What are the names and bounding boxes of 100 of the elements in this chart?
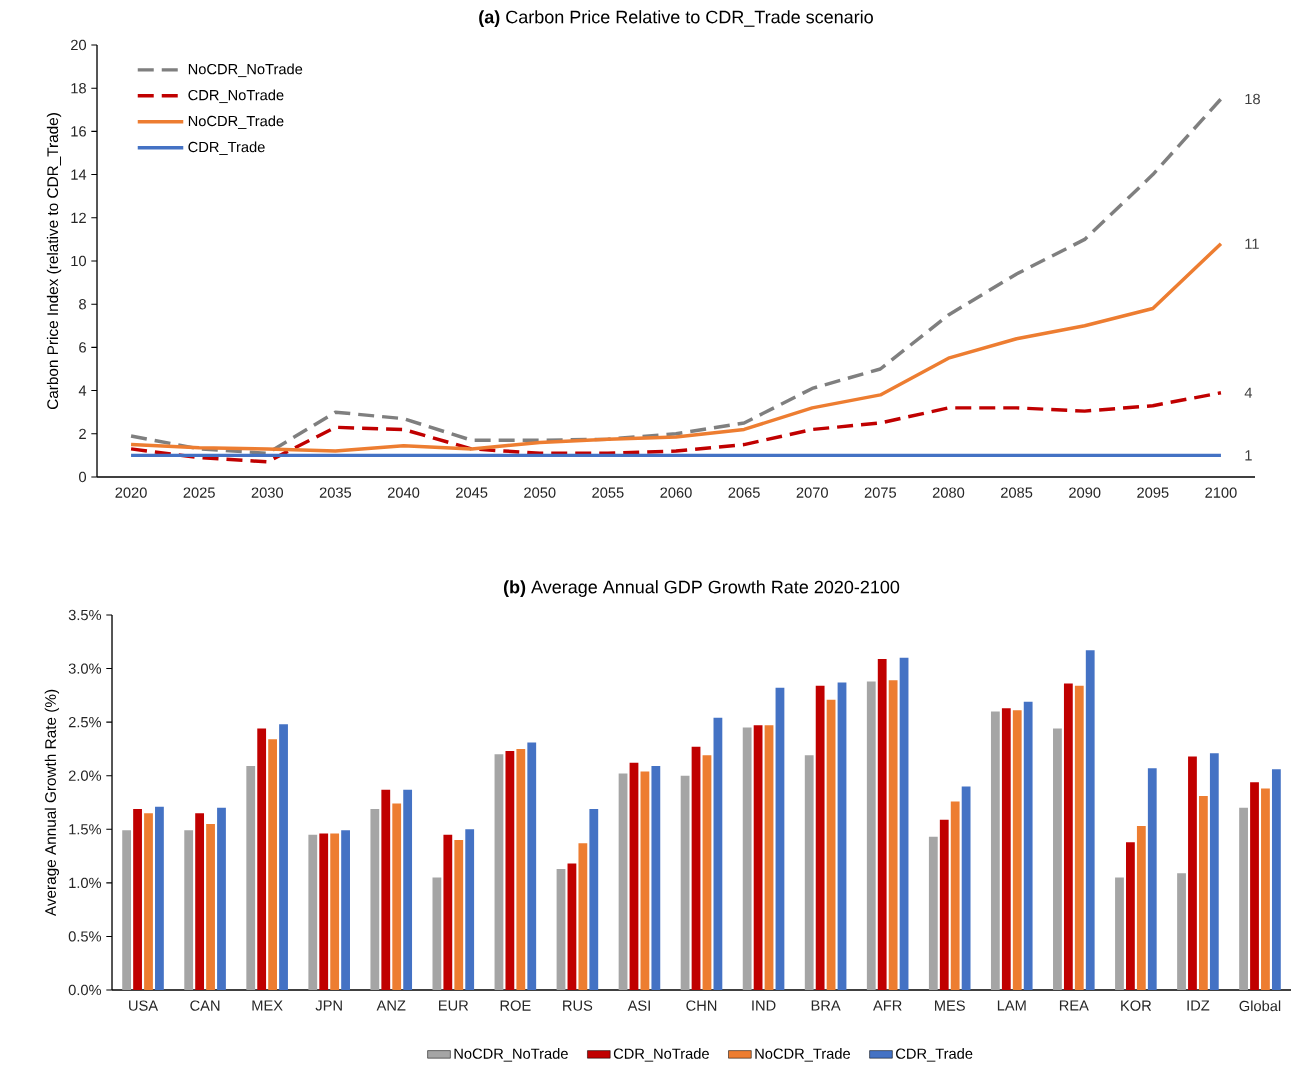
x-tick-label: ROE	[500, 1000, 531, 1011]
bar	[618, 773, 628, 990]
bar	[1001, 708, 1011, 990]
x-tick-label: BRA	[811, 1000, 841, 1011]
x-tick-label: 2045	[456, 487, 488, 498]
legend-label: CDR_NoTrade	[613, 1048, 709, 1062]
bar	[268, 739, 277, 990]
bar	[837, 682, 847, 990]
y-tick-label: 1.0%	[69, 877, 102, 889]
y-tick-label: 3.0%	[68, 663, 102, 674]
bar	[1085, 650, 1095, 990]
bar	[950, 801, 960, 990]
x-tick-label: RUS	[563, 1000, 593, 1011]
bar	[330, 833, 340, 990]
y-tick-label: 6	[79, 342, 86, 353]
bar	[589, 808, 599, 990]
bar	[556, 868, 566, 990]
x-tick-label: REA	[1059, 1000, 1089, 1011]
bar	[578, 843, 588, 990]
chart-title: (a) Carbon Price Relative to CDR_Trade scenario	[479, 10, 873, 27]
legend-label: NoCDR_NoTrade	[454, 1048, 568, 1062]
x-tick-label: KOR	[1121, 1000, 1152, 1011]
bar	[1188, 756, 1197, 990]
bar	[494, 754, 504, 990]
bar	[691, 746, 701, 990]
x-tick-label: CAN	[190, 1000, 220, 1011]
bar	[516, 748, 526, 990]
x-tick-label: ASI	[627, 1000, 650, 1011]
x-tick-label: 2050	[524, 487, 556, 498]
y-tick-label: 10	[71, 255, 87, 267]
bar	[899, 657, 909, 990]
bar	[505, 751, 515, 990]
bar	[454, 839, 464, 990]
y-axis-title: Carbon Price Index (relative to CDR_Trade)	[46, 113, 62, 410]
data-label: 18	[1245, 93, 1260, 105]
x-tick-label: USA	[129, 1000, 159, 1011]
bar	[629, 762, 639, 990]
bar	[1012, 710, 1022, 990]
legend-label: CDR_Trade	[896, 1048, 973, 1062]
x-tick-label: 2080	[932, 487, 965, 498]
y-tick-label: 14	[71, 169, 87, 180]
bar	[1198, 796, 1208, 990]
bar	[206, 823, 215, 990]
x-tick-label: 2035	[319, 487, 352, 498]
data-label: 11	[1245, 238, 1259, 249]
x-tick-label: 2090	[1069, 487, 1101, 498]
x-tick-label: Global	[1239, 1000, 1281, 1012]
bar	[432, 877, 442, 990]
bar	[1177, 873, 1186, 990]
x-tick-label: MEX	[252, 1000, 283, 1011]
bar	[319, 833, 329, 990]
bar	[1126, 842, 1135, 990]
bar	[1239, 807, 1248, 990]
y-tick-label: 3.5%	[68, 609, 102, 621]
bar	[195, 813, 205, 990]
line-series	[129, 391, 1223, 464]
x-tick-label: CHN	[686, 1000, 717, 1011]
bar	[928, 836, 938, 990]
y-tick-label: 2	[79, 428, 86, 439]
x-tick-label: 2070	[796, 487, 828, 498]
bar	[702, 755, 712, 990]
bar	[990, 711, 1000, 990]
x-tick-label: 2060	[660, 487, 692, 498]
bar	[381, 789, 391, 990]
bar	[279, 724, 288, 990]
bar	[567, 863, 577, 990]
bar	[370, 808, 380, 990]
bar	[775, 687, 785, 990]
y-tick-label: 2.5%	[68, 716, 102, 728]
bar	[1147, 768, 1157, 990]
bar	[257, 728, 267, 990]
y-tick-label: 20	[71, 39, 87, 51]
bar	[1023, 701, 1033, 990]
bar	[443, 834, 453, 990]
y-tick-label: 16	[71, 126, 86, 137]
bar	[392, 803, 402, 990]
bar	[939, 819, 949, 990]
x-tick-label: 2040	[387, 487, 420, 498]
bar	[341, 830, 350, 990]
x-tick-label: ANZ	[376, 1000, 406, 1011]
x-tick-label: 2095	[1137, 487, 1169, 498]
y-tick-label: 4	[78, 385, 87, 396]
chart-title: (b) Average Annual GDP Growth Rate 2020-2100	[503, 580, 900, 597]
x-tick-label: 2085	[1001, 487, 1033, 498]
bar	[753, 725, 763, 990]
bar	[713, 717, 723, 990]
line-series	[129, 241, 1223, 453]
bar	[122, 830, 132, 990]
legend-label: NoCDR_Trade	[188, 115, 284, 129]
bar	[1063, 683, 1073, 990]
bar	[217, 807, 226, 990]
bar	[308, 834, 318, 990]
bar	[1209, 753, 1219, 990]
bar	[764, 725, 774, 990]
x-tick-label: 2100	[1205, 487, 1237, 498]
y-tick-label: 0.5%	[68, 931, 102, 942]
bar	[815, 685, 825, 990]
bar	[640, 771, 650, 990]
y-tick-label: 0	[79, 471, 87, 483]
bar	[888, 680, 898, 990]
